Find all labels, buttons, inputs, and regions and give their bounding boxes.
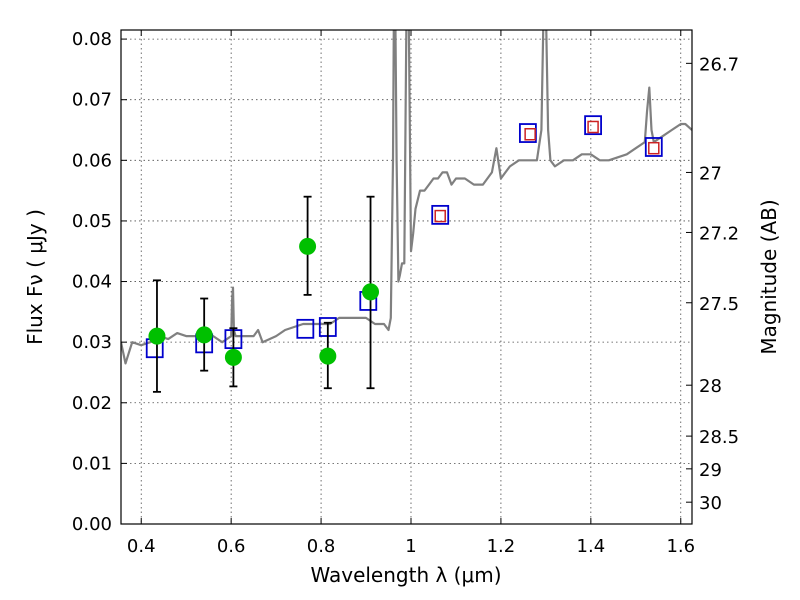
right-tick-label: 28: [699, 376, 722, 397]
y-axis-title: Flux Fν ( μJy ): [23, 209, 47, 345]
right-axis-title: Magnitude (AB): [757, 199, 781, 354]
plot-frame: [120, 29, 693, 525]
model-flux-square: [518, 123, 537, 143]
x-tick-label: 0.8: [307, 536, 336, 557]
right-tick-label: 29: [699, 460, 722, 481]
y-tick-label: 0.00: [72, 514, 112, 535]
right-tick-label: 30: [699, 493, 722, 514]
nir-flux-square: [648, 141, 660, 155]
y-tick-label: 0.08: [72, 29, 112, 50]
right-tick-label: 26.7: [699, 54, 739, 75]
y-tick-label: 0.07: [72, 90, 112, 111]
x-tick-label: 1.6: [666, 536, 695, 557]
nir-flux-square: [434, 209, 446, 223]
y-tick-label: 0.04: [72, 272, 112, 293]
y-tick-label: 0.03: [72, 332, 112, 353]
observed-point: [224, 348, 242, 366]
model-flux-square: [644, 137, 663, 157]
model-flux-square: [296, 318, 315, 339]
model-flux-square: [431, 204, 450, 225]
y-tick-label: 0.01: [72, 453, 112, 474]
x-tick-label: 1.4: [577, 536, 606, 557]
right-tick-label: 27.5: [699, 294, 739, 315]
right-tick-label: 27: [699, 163, 722, 184]
x-tick-label: 0.6: [217, 536, 246, 557]
x-axis: 0.4 0.6 0.8 1 1.2 1.4 1.6: [127, 30, 695, 557]
right-tick-label: 27.2: [699, 223, 739, 244]
right-tick-label: 28.5: [699, 427, 739, 448]
nir-flux-square: [524, 128, 536, 141]
spectrum-line: [121, 30, 692, 365]
y-tick-label: 0.06: [72, 150, 112, 171]
observed-point: [195, 326, 213, 344]
x-tick-label: 1.2: [487, 536, 516, 557]
observed-point: [148, 327, 166, 345]
observed-point: [362, 283, 380, 301]
plot-area: [121, 30, 692, 393]
right-axis: 26.7 27 27.2 27.5 28 28.5 29 30: [686, 54, 739, 514]
y-axis: 0.00 0.01 0.02 0.03 0.04 0.05 0.06 0.07 0.08: [72, 29, 127, 535]
y-tick-label: 0.02: [72, 393, 112, 414]
x-axis-title: Wavelength λ (μm): [310, 563, 501, 587]
observed-point: [299, 237, 317, 255]
x-tick-label: 1: [405, 536, 416, 557]
nir-flux-square: [587, 120, 599, 134]
x-tick-label: 0.4: [127, 536, 156, 557]
model-flux-square: [584, 115, 602, 136]
observed-point: [319, 347, 337, 365]
y-tick-label: 0.05: [72, 211, 112, 232]
